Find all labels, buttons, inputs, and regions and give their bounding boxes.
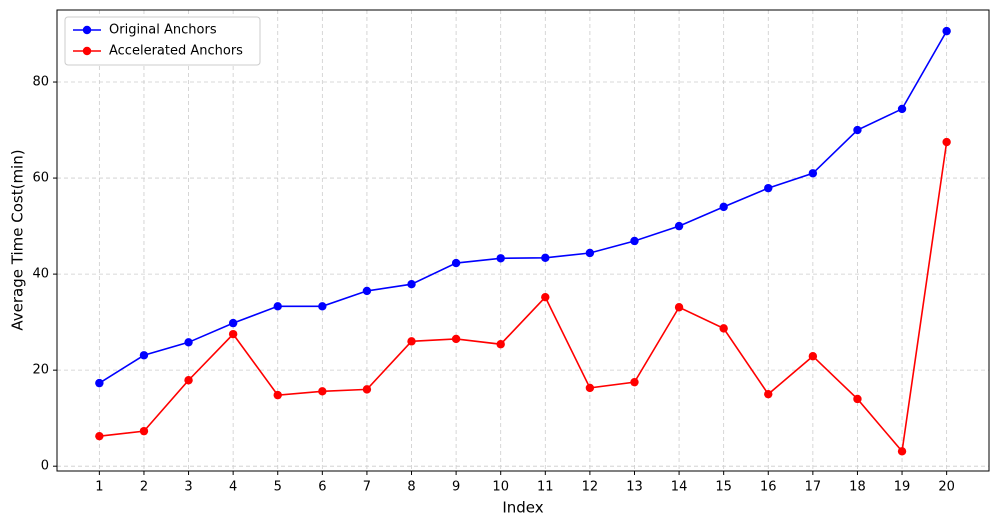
- data-point: [674, 221, 684, 231]
- x-tick-label: 1: [95, 480, 103, 495]
- x-tick-label: 16: [760, 480, 777, 495]
- data-point: [139, 351, 149, 360]
- data-point: [764, 389, 773, 399]
- x-tick-label: 20: [938, 480, 955, 495]
- y-tick-label: 40: [32, 267, 49, 282]
- x-tick-label: 5: [274, 480, 282, 495]
- data-point: [362, 286, 372, 296]
- x-tick-label: 3: [184, 480, 192, 495]
- x-tick-label: 11: [537, 480, 554, 495]
- data-point: [585, 248, 595, 258]
- data-point: [496, 254, 505, 263]
- data-point: [451, 334, 461, 344]
- data-point: [184, 376, 193, 385]
- x-tick-label: 4: [229, 480, 237, 495]
- data-point: [139, 426, 149, 436]
- x-tick-label: 2: [140, 480, 148, 495]
- legend-marker: [82, 25, 92, 35]
- data-point: [764, 183, 773, 193]
- legend-box: [64, 16, 261, 66]
- x-tick-label: 13: [626, 480, 643, 495]
- data-point: [942, 137, 951, 147]
- x-tick-label: 14: [671, 480, 688, 495]
- data-point: [897, 447, 907, 456]
- data-point: [808, 352, 818, 361]
- data-point: [496, 340, 505, 349]
- x-tick-label: 8: [407, 480, 415, 495]
- plot-frame: [56, 9, 990, 472]
- data-point: [95, 431, 104, 441]
- x-tick-label: 9: [452, 480, 460, 495]
- data-point: [897, 104, 907, 114]
- data-point: [362, 385, 372, 394]
- data-point: [407, 337, 416, 346]
- data-point: [808, 169, 818, 178]
- x-tick-label: 6: [318, 480, 326, 495]
- data-point: [853, 125, 862, 135]
- y-axis-label: Average Time Cost(min): [9, 149, 27, 330]
- y-tick-label: 20: [32, 363, 49, 378]
- legend-label: Original Anchors: [109, 23, 217, 38]
- data-point: [541, 253, 550, 262]
- x-tick-label: 15: [715, 480, 732, 495]
- data-point: [318, 387, 327, 396]
- x-tick-label: 10: [492, 480, 509, 495]
- x-tick-label: 19: [894, 480, 911, 495]
- data-point: [273, 302, 282, 311]
- x-tick-label: 7: [363, 480, 371, 495]
- data-point: [273, 390, 282, 400]
- y-tick-label: 60: [32, 171, 49, 186]
- data-point: [719, 202, 728, 212]
- data-point: [585, 383, 595, 393]
- data-point: [451, 258, 461, 268]
- data-point: [630, 377, 639, 387]
- data-point: [942, 26, 951, 36]
- legend-marker: [82, 46, 92, 56]
- data-point: [318, 302, 327, 311]
- series-line: [99, 141, 948, 454]
- data-point: [719, 324, 728, 333]
- data-point: [541, 292, 550, 302]
- data-point: [184, 338, 193, 347]
- data-point: [228, 329, 238, 339]
- y-tick-label: 0: [41, 459, 49, 474]
- data-point: [630, 236, 639, 246]
- x-tick-label: 18: [849, 480, 866, 495]
- data-point: [95, 378, 104, 388]
- y-tick-label: 80: [32, 75, 49, 90]
- series-line: [98, 30, 948, 384]
- x-tick-label: 17: [805, 480, 822, 495]
- x-axis-label: Index: [502, 499, 543, 517]
- x-tick-label: 12: [582, 480, 599, 495]
- legend-label: Accelerated Anchors: [109, 44, 243, 59]
- data-point: [674, 303, 684, 312]
- data-point: [853, 394, 862, 404]
- data-point: [228, 318, 238, 328]
- data-point: [407, 279, 416, 289]
- legend: Original Anchors Accelerated Anchors: [64, 16, 261, 66]
